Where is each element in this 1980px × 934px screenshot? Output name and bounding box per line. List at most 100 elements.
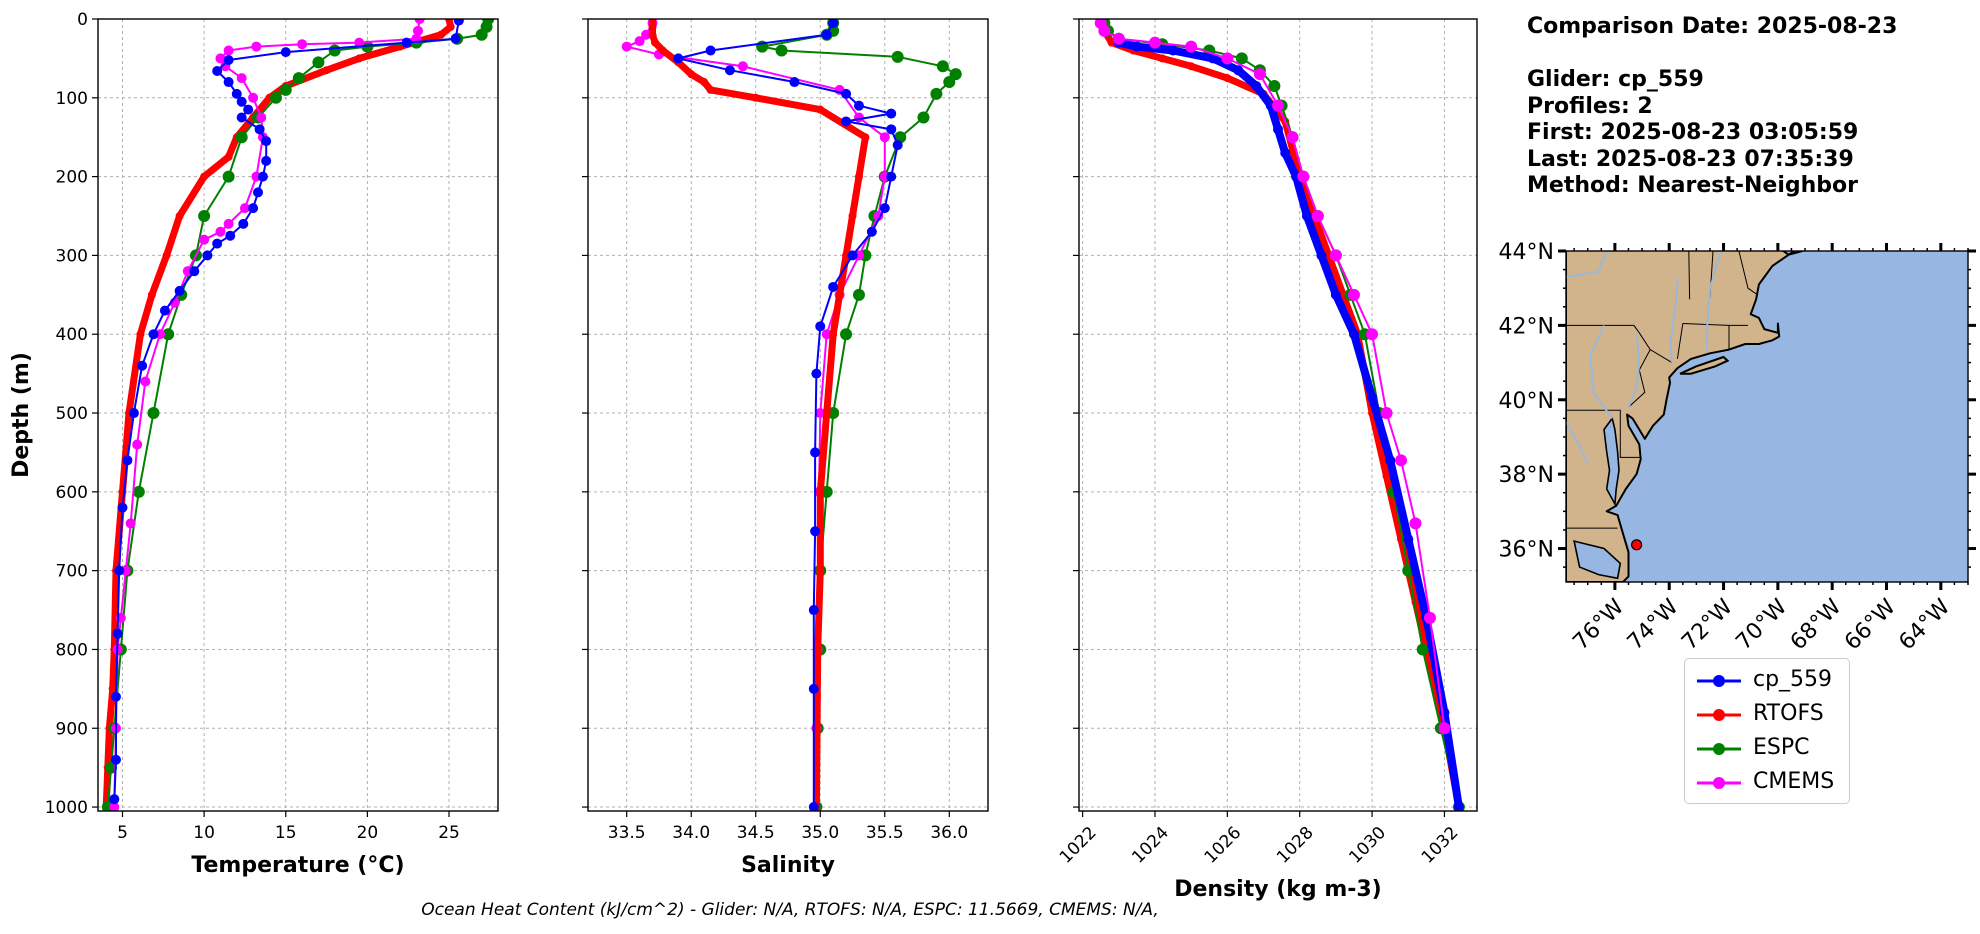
x-tick-label: 1030 — [1345, 823, 1390, 868]
data-point-espc — [222, 170, 235, 183]
legend-item-cmems: CMEMS — [1693, 767, 1843, 797]
data-point-cp_559 — [137, 360, 148, 371]
data-point-rtofs — [658, 46, 667, 55]
data-point-cp_559 — [1131, 41, 1142, 52]
data-point-cp_559 — [401, 37, 412, 48]
x-tick-label: 1022 — [1056, 823, 1101, 868]
data-point-cmems — [413, 25, 423, 36]
data-point-cp_559 — [225, 230, 236, 241]
data-point-cp_559 — [810, 526, 821, 537]
data-point-rtofs — [751, 93, 760, 102]
data-point-rtofs — [446, 22, 455, 31]
data-point-cp_559 — [236, 96, 247, 107]
data-point-rtofs — [1223, 74, 1232, 83]
data-point-cp_559 — [808, 605, 819, 616]
legend-item-cp559: cp_559 — [1693, 665, 1843, 695]
data-point-cp_559 — [1385, 455, 1396, 466]
x-tick-label: 33.5 — [608, 823, 646, 843]
data-point-cp_559 — [1280, 147, 1291, 158]
lat-tick-label: 40°N — [1499, 389, 1554, 414]
data-point-rtofs — [700, 78, 709, 87]
data-point-cmems — [215, 226, 226, 237]
x-tick-label: 1026 — [1201, 823, 1246, 868]
data-point-cp_559 — [223, 54, 234, 65]
data-point-cp_559 — [254, 124, 265, 135]
data-point-cmems — [256, 112, 267, 123]
data-point-cmems — [815, 408, 826, 419]
data-point-espc — [328, 44, 341, 57]
data-point-cmems — [634, 36, 645, 47]
lon-tick-label: 66°W — [1840, 594, 1901, 655]
data-point-cp_559 — [705, 45, 716, 56]
axes-frame — [1078, 18, 1478, 812]
data-point-espc — [1235, 52, 1248, 65]
data-point-cmems — [1438, 722, 1451, 735]
data-point-cp_559 — [1348, 329, 1359, 340]
data-point-rtofs — [829, 330, 838, 339]
data-point-cmems — [1297, 170, 1310, 183]
map-body — [1566, 251, 1968, 582]
data-point-espc — [132, 485, 145, 498]
data-point-cp_559 — [189, 266, 200, 277]
panel-salinity: 33.5 34.0 34.5 35.0 35.5 36.0 Salinity — [582, 18, 989, 878]
pamlico-sound — [1573, 540, 1622, 580]
x-tick-label: 15 — [275, 823, 297, 843]
data-point-cp_559 — [886, 124, 897, 135]
legend-swatch-rtofs — [1697, 709, 1741, 721]
data-point-cmems — [109, 802, 120, 811]
data-point-cmems — [140, 376, 151, 387]
data-point-rtofs — [822, 409, 831, 418]
data-point-cmems — [621, 41, 632, 52]
data-point-cp_559 — [1330, 289, 1341, 300]
data-point-cmems — [248, 92, 259, 103]
y-tick-label: 100 — [56, 89, 88, 109]
lon-tick-label: 70°W — [1731, 594, 1792, 655]
legend-swatch-cmems — [1697, 777, 1741, 789]
series-group — [1094, 19, 1465, 811]
series-line-cp_559 — [113, 19, 460, 801]
data-point-espc — [930, 87, 943, 100]
state-border — [1688, 251, 1691, 300]
data-point-espc — [105, 761, 118, 774]
data-point-cmems — [199, 234, 210, 245]
data-point-rtofs — [1158, 54, 1167, 63]
river — [1566, 251, 1609, 278]
y-tick-label: 400 — [56, 325, 88, 345]
data-point-cp_559 — [847, 250, 858, 261]
river — [1566, 421, 1589, 464]
data-point-rtofs — [162, 251, 171, 260]
data-point-rtofs — [147, 290, 156, 299]
legend-swatch-cp559 — [1697, 675, 1741, 687]
data-point-cp_559 — [238, 218, 249, 229]
data-point-espc — [147, 407, 160, 420]
data-point-cp_559 — [231, 88, 242, 99]
data-point-espc — [312, 56, 325, 69]
data-point-espc — [279, 83, 292, 96]
series-line-rtofs — [102, 19, 455, 811]
y-tick-label: 700 — [56, 562, 88, 582]
state-border — [1566, 324, 1673, 364]
data-point-rtofs — [648, 22, 657, 31]
info-panel: Comparison Date: 2025-08-23 Glider: cp_5… — [1527, 14, 1897, 200]
data-point-espc — [475, 28, 488, 41]
data-point-rtofs — [848, 212, 857, 221]
data-point-cp_559 — [280, 47, 291, 58]
data-point-rtofs — [854, 172, 863, 181]
glider-location-marker — [1631, 539, 1643, 551]
data-point-rtofs — [1382, 472, 1391, 481]
data-point-cp_559 — [212, 66, 223, 77]
legend-item-rtofs: RTOFS — [1693, 699, 1843, 729]
data-point-cp_559 — [1251, 80, 1262, 91]
river — [1589, 324, 1614, 419]
x-tick-label: 35.5 — [866, 823, 904, 843]
data-point-cp_559 — [110, 754, 121, 765]
data-point-espc — [891, 50, 904, 63]
data-point-cmems — [223, 45, 234, 56]
data-point-cp_559 — [202, 250, 213, 261]
data-point-cp_559 — [243, 104, 254, 115]
data-point-espc — [162, 328, 175, 341]
panel-density: 1022 1024 1026 1028 1030 1032 Density (kg m-3) — [1056, 18, 1478, 902]
data-point-cp_559 — [117, 502, 128, 513]
data-point-cp_559 — [236, 112, 247, 123]
x-tick-label: 5 — [117, 823, 128, 843]
